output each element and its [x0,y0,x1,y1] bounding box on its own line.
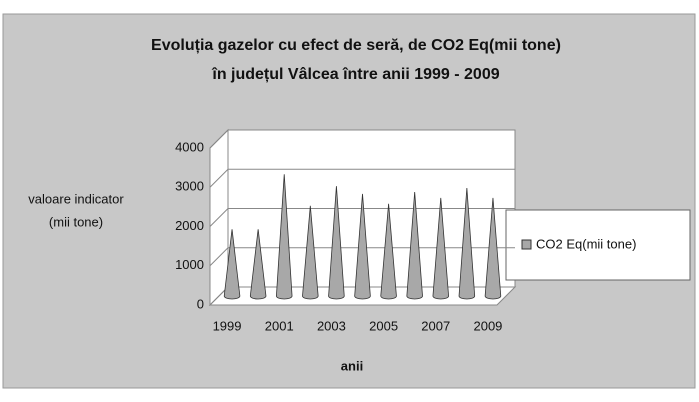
cone [432,197,450,300]
chart-title: în județul Vâlcea între anii 1999 - 2009 [211,66,499,83]
x-tick-label: 1999 [213,318,242,333]
cone [354,193,371,300]
legend [505,209,691,281]
cone [406,191,423,300]
y-tick-label: 1000 [175,257,204,272]
grid-line [209,208,229,227]
cone [302,205,319,300]
y-axis-label: (mii tone) [49,214,103,229]
y-tick-label: 4000 [175,139,204,154]
cone [275,174,293,300]
y-axis-label: valoare indicator [28,191,124,206]
legend-marker [521,239,532,250]
y-tick-label: 2000 [175,218,204,233]
cone [458,188,476,300]
cone [223,229,241,300]
cone [328,186,345,300]
x-axis-label: anii [341,358,363,373]
x-tick-label: 2005 [369,318,398,333]
cone [380,203,397,300]
legend-label: CO2 Eq(mii tone) [536,236,636,251]
x-tick-label: 2003 [317,318,346,333]
grid-line [209,168,229,188]
grid-line [209,129,229,149]
x-tick-label: 2009 [473,318,502,333]
y-tick-label: 3000 [175,179,204,194]
cone [484,197,502,300]
cone [249,229,267,300]
x-tick-label: 2001 [265,318,294,333]
grid-line [209,247,229,267]
y-tick-label: 0 [197,296,204,311]
chart-title: Evoluția gazelor cu efect de seră, de CO… [151,37,561,54]
x-tick-label: 2007 [421,318,450,333]
